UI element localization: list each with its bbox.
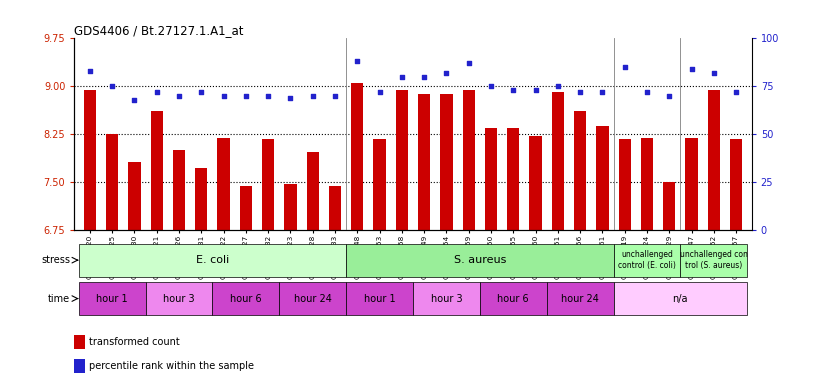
Bar (173, 151, 185, 230)
Point (551, 83, 564, 89)
Bar (681, 244, 748, 276)
Point (240, 93, 253, 99)
Point (83, 68, 97, 74)
Bar (195, 168, 207, 230)
Text: transformed count: transformed count (89, 337, 179, 347)
Point (173, 93, 186, 99)
Bar (83, 89, 96, 230)
Text: E. coli: E. coli (196, 255, 229, 265)
Text: time: time (48, 293, 70, 304)
Bar (641, 137, 653, 230)
Point (217, 93, 230, 99)
Bar (596, 126, 609, 230)
Text: n/a: n/a (672, 293, 688, 304)
Text: hour 1: hour 1 (97, 293, 128, 304)
Point (262, 93, 275, 99)
Bar (396, 89, 408, 230)
Bar (663, 182, 676, 230)
Bar (74, 335, 85, 349)
Point (417, 74, 430, 80)
Point (618, 64, 631, 70)
Text: hour 6: hour 6 (497, 293, 529, 304)
Bar (619, 139, 631, 230)
Bar (346, 282, 413, 315)
Point (128, 97, 141, 103)
Bar (614, 282, 748, 315)
Bar (708, 89, 720, 230)
Point (707, 70, 720, 76)
Text: hour 6: hour 6 (230, 293, 262, 304)
Bar (485, 128, 497, 230)
Point (729, 89, 743, 95)
Bar (78, 244, 346, 276)
Bar (547, 282, 614, 315)
Text: unchallenged
control (E. coli): unchallenged control (E. coli) (618, 250, 676, 270)
Text: unchallenged con
trol (S. aureus): unchallenged con trol (S. aureus) (680, 250, 748, 270)
Point (373, 89, 387, 95)
Bar (217, 137, 230, 230)
Point (640, 89, 653, 95)
Bar (145, 282, 212, 315)
Bar (262, 139, 274, 230)
Point (106, 83, 119, 89)
Text: percentile rank within the sample: percentile rank within the sample (89, 361, 254, 371)
Bar (106, 134, 118, 230)
Bar (552, 91, 564, 230)
Bar (279, 282, 346, 315)
Point (662, 93, 676, 99)
Bar (373, 139, 386, 230)
Point (195, 89, 208, 95)
Bar (418, 94, 430, 230)
Text: hour 24: hour 24 (294, 293, 332, 304)
Point (573, 89, 586, 95)
Point (529, 87, 542, 93)
Point (506, 87, 520, 93)
Bar (212, 282, 279, 315)
Bar (529, 136, 542, 230)
Bar (686, 137, 698, 230)
Text: hour 1: hour 1 (363, 293, 396, 304)
Bar (614, 244, 681, 276)
Bar (240, 185, 252, 230)
Bar (574, 111, 586, 230)
Text: GDS4406 / Bt.27127.1.A1_at: GDS4406 / Bt.27127.1.A1_at (74, 24, 244, 37)
Bar (507, 128, 520, 230)
Bar (78, 282, 145, 315)
Bar (74, 359, 85, 372)
Point (484, 83, 497, 89)
Bar (329, 185, 341, 230)
Text: S. aureus: S. aureus (453, 255, 506, 265)
Point (596, 89, 609, 95)
Point (439, 70, 453, 76)
Text: hour 3: hour 3 (164, 293, 195, 304)
Text: hour 24: hour 24 (561, 293, 599, 304)
Bar (128, 162, 140, 230)
Point (306, 93, 320, 99)
Point (685, 66, 698, 72)
Bar (730, 139, 743, 230)
Bar (440, 94, 453, 230)
Bar (346, 244, 614, 276)
Text: stress: stress (41, 255, 70, 265)
Bar (306, 152, 319, 230)
Point (284, 95, 297, 101)
Point (351, 58, 364, 65)
Point (462, 60, 475, 66)
Point (150, 89, 164, 95)
Bar (413, 282, 480, 315)
Bar (351, 83, 363, 230)
Bar (284, 184, 297, 230)
Bar (150, 111, 163, 230)
Point (396, 74, 409, 80)
Point (329, 93, 342, 99)
Text: hour 3: hour 3 (430, 293, 463, 304)
Bar (463, 89, 475, 230)
Bar (480, 282, 547, 315)
